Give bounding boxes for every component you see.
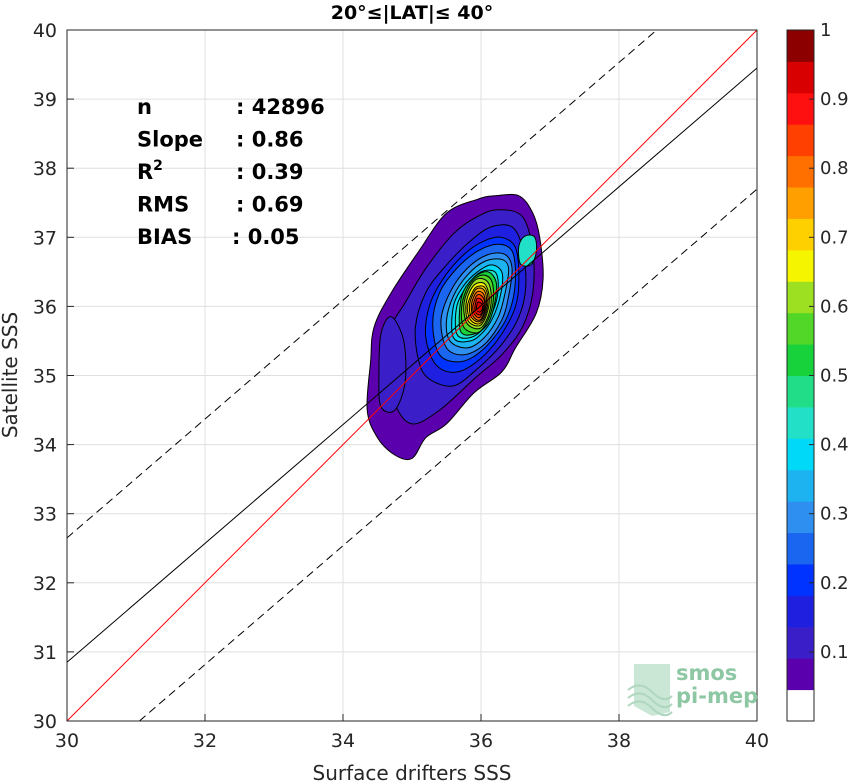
colorbar-tick-label: 0.7	[820, 227, 849, 248]
colorbar-tick-label: 0.8	[820, 158, 849, 179]
reference-lines	[67, 30, 757, 721]
colorbar-segment	[787, 249, 814, 282]
colorbar-segment	[787, 438, 814, 471]
regression-line	[67, 67, 757, 663]
colorbar-segment	[787, 595, 814, 628]
stat-value: : 42896	[236, 95, 325, 119]
x-tick-label: 32	[193, 730, 217, 752]
colorbar-segment	[787, 532, 814, 565]
colorbar-segment	[787, 501, 814, 534]
y-tick-label: 39	[33, 89, 57, 111]
stat-value: : 0.05	[232, 225, 300, 249]
colorbar-segment	[787, 658, 814, 691]
colorbar-segment	[787, 281, 814, 314]
one-to-one-line	[67, 30, 757, 721]
logo-text-smos: smos	[676, 661, 737, 685]
y-tick-label: 37	[33, 227, 57, 249]
x-tick-label: 34	[331, 730, 355, 752]
axis-ticks: 30 32 34 36 38 40 30 31 32 33 34 35 36 37 38 39 40	[33, 20, 769, 752]
y-tick-label: 36	[33, 296, 57, 318]
colorbar-segment	[787, 312, 814, 345]
colorbar-segment	[787, 626, 814, 659]
colorbar-tick-label: 0.2	[820, 573, 849, 594]
colorbar-segment	[787, 30, 814, 62]
colorbar-segment	[787, 218, 814, 251]
colorbar-tick-label: 0.5	[820, 366, 849, 387]
colorbar-segment	[787, 375, 814, 408]
smos-pi-mep-logo: smos pi-mep	[627, 661, 758, 717]
stat-superscript: 2	[153, 158, 163, 174]
y-axis-label: Satellite SSS	[0, 312, 22, 438]
y-tick-label: 31	[33, 642, 57, 664]
y-tick-label: 30	[33, 711, 57, 733]
chart-title: 20°≤|LAT|≤ 40°	[331, 2, 494, 24]
lower-bound-line	[139, 188, 757, 721]
y-tick-label: 32	[33, 573, 57, 595]
colorbar-segment	[787, 689, 814, 722]
y-tick-label: 34	[33, 435, 57, 457]
stat-value: : 0.39	[236, 160, 304, 184]
stat-value: : 0.86	[236, 128, 304, 152]
y-tick-label: 40	[33, 20, 57, 42]
y-tick-label: 35	[33, 366, 57, 388]
colorbar-tick-label: 0.6	[820, 296, 849, 317]
colorbar-tick-label: 1	[820, 20, 831, 41]
colorbar-segment	[787, 155, 814, 188]
colorbar-tick-label: 0.9	[820, 89, 849, 110]
colorbar-segment	[787, 92, 814, 125]
colorbar-segment	[787, 61, 814, 94]
x-tick-label: 40	[745, 730, 769, 752]
colorbar-segment	[787, 124, 814, 157]
x-tick-label: 38	[607, 730, 631, 752]
colorbar-segment	[787, 187, 814, 219]
logo-emblem	[627, 664, 673, 717]
colorbar-segment	[787, 406, 814, 439]
stat-label: RMS	[137, 193, 189, 217]
x-tick-label: 30	[55, 730, 79, 752]
stat-value: : 0.69	[236, 193, 304, 217]
colorbar-segment	[787, 344, 814, 376]
x-tick-label: 36	[469, 730, 493, 752]
stat-label: BIAS	[137, 225, 192, 249]
x-axis-label: Surface drifters SSS	[313, 761, 512, 784]
y-tick-label: 33	[33, 504, 57, 526]
colorbar: 0.1 0.2 0.3 0.4 0.5 0.6 0.7 0.8 0.9 1	[786, 20, 849, 722]
colorbar-segment	[787, 563, 814, 596]
upper-bound-line	[67, 30, 658, 539]
contour-level	[517, 234, 538, 267]
colorbar-tick-label: 0.4	[820, 435, 849, 456]
colorbar-segment	[787, 469, 814, 502]
stat-label: n	[137, 95, 152, 119]
logo-text-pi-mep: pi-mep	[676, 684, 758, 708]
stat-label: Slope	[137, 128, 203, 152]
colorbar-tick-label: 0.1	[820, 642, 849, 663]
y-tick-label: 38	[33, 158, 57, 180]
colorbar-tick-label: 0.3	[820, 504, 849, 525]
